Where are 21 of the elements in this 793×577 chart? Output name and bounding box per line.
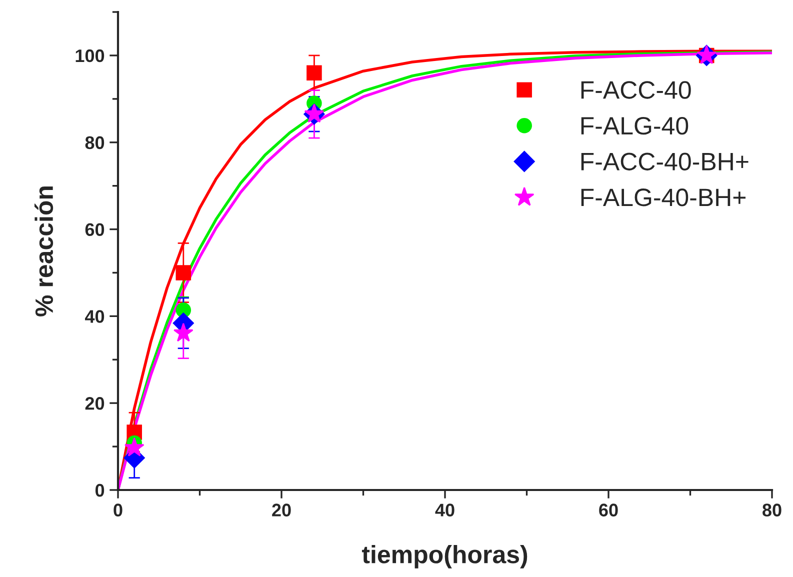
x-tick-label: 40: [435, 504, 454, 516]
y-tick-label: 100: [76, 49, 104, 62]
x-tick-label: 0: [114, 504, 122, 516]
legend-label: F-ALG-40: [581, 116, 688, 135]
y-tick-label: 20: [85, 397, 104, 410]
legend-label: F-ACC-40-BH+: [581, 152, 748, 170]
legend-label: F-ACC-40: [581, 81, 691, 99]
y-axis-title: % reacción: [34, 186, 54, 316]
y-tick-label: 80: [85, 136, 104, 150]
point: [306, 65, 322, 80]
y-tick-label: 40: [85, 310, 104, 323]
x-axis-title: tiempo(horas): [362, 545, 528, 568]
point: [124, 437, 144, 456]
point: [173, 322, 194, 342]
x-tick-label: 80: [762, 504, 782, 516]
y-tick-label: 0: [95, 484, 104, 497]
x-tick-label: 60: [599, 504, 618, 516]
y-tick-label: 60: [85, 223, 104, 236]
point: [176, 265, 192, 280]
x-tick-label: 20: [272, 504, 291, 516]
legend-label: F-ALG-40-BH+: [581, 188, 746, 206]
